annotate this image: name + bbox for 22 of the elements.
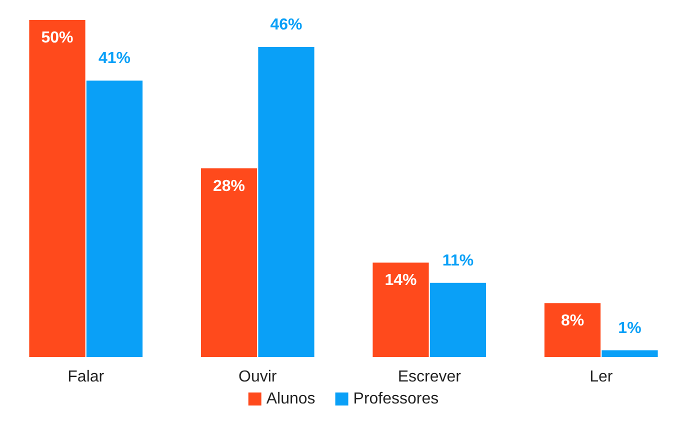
data-label: 11% [442, 252, 474, 270]
x-tick-label: Falar [68, 368, 105, 386]
bar [258, 46, 314, 357]
data-label: 41% [98, 50, 131, 68]
bar [29, 20, 86, 357]
data-label: 14% [384, 272, 417, 290]
data-label: 8% [560, 312, 584, 330]
bar [200, 168, 258, 357]
bar [430, 282, 486, 357]
data-label: 28% [212, 178, 246, 195]
legend-label: Professores [353, 390, 439, 408]
bar [544, 303, 601, 357]
x-tick-label: Ouvir [238, 368, 278, 386]
bar [86, 80, 143, 357]
x-tick-label: Ler [590, 368, 614, 386]
data-label: 50% [41, 30, 74, 46]
data-label: 46% [270, 16, 302, 34]
legend-label: Alunos [266, 390, 316, 408]
x-tick-label: Escrever [398, 368, 462, 386]
bar [372, 262, 429, 357]
data-label: 1% [618, 320, 642, 337]
bar [602, 350, 658, 357]
